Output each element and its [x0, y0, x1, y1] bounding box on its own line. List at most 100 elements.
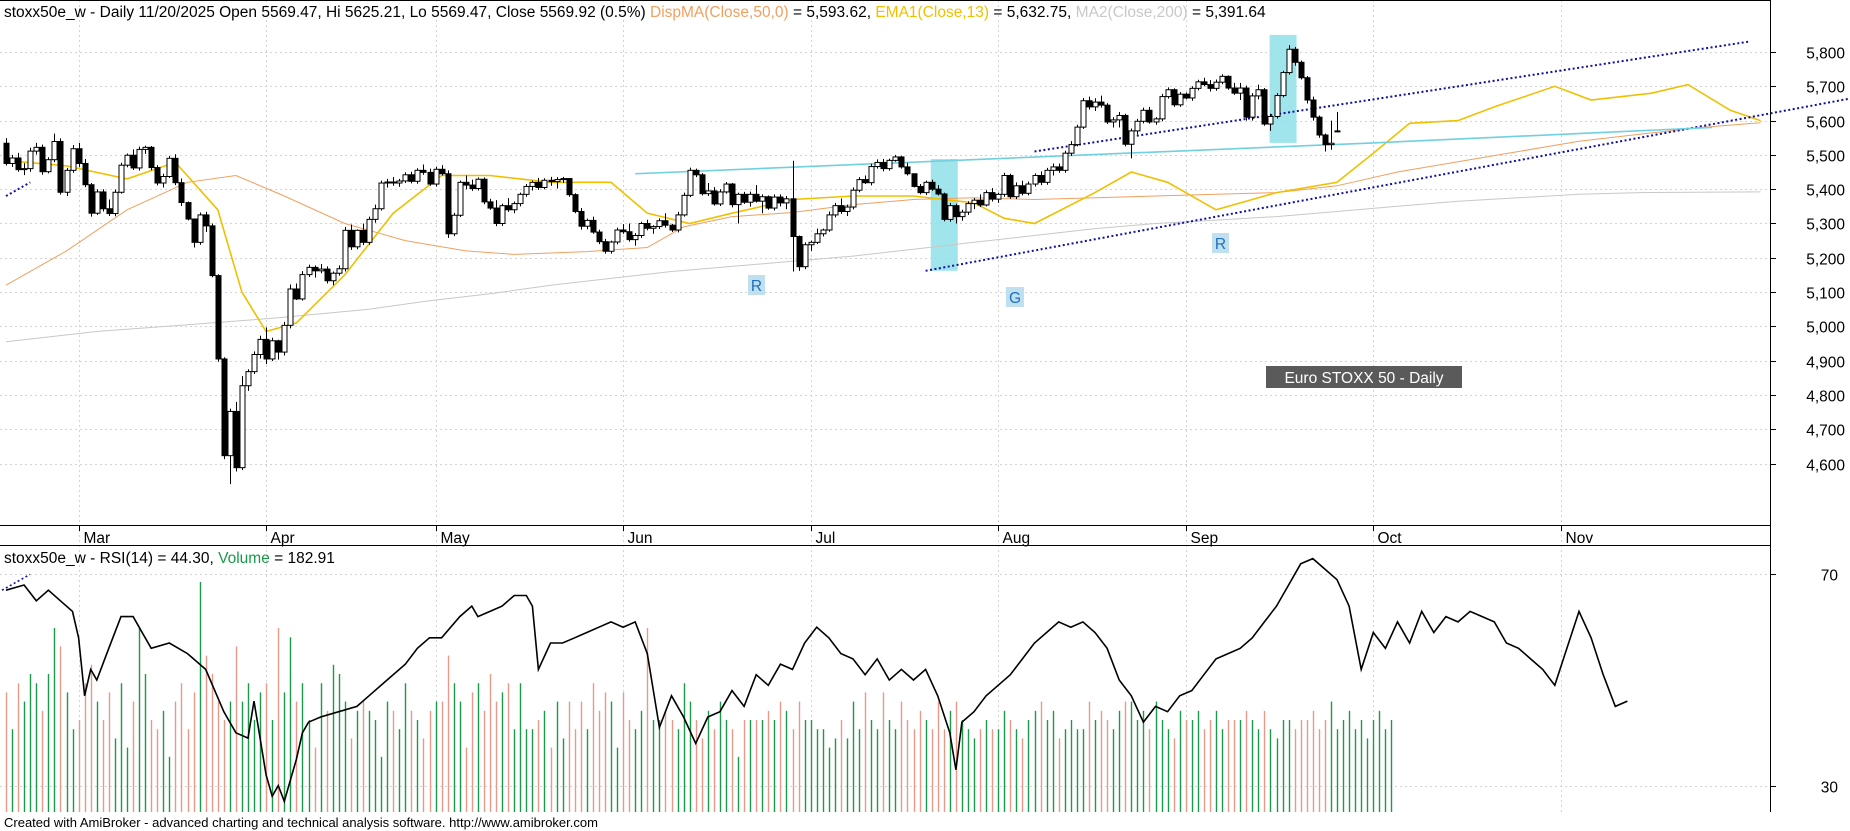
candle: [917, 184, 924, 195]
candle-up-body: [1153, 118, 1160, 123]
month-label: Jun: [628, 530, 653, 547]
candle: [868, 163, 875, 186]
candle-down-body: [88, 184, 95, 214]
candle-down-body: [1304, 77, 1311, 101]
candle: [711, 187, 718, 206]
price-axis-label: 5,100: [1806, 286, 1845, 303]
candle-down-body: [693, 169, 700, 176]
candle-down-body: [1316, 116, 1323, 136]
candle: [814, 228, 821, 245]
candle-up-body: [971, 199, 978, 205]
candle-down-body: [1007, 174, 1014, 198]
candle-up-body: [299, 274, 306, 300]
candle-down-body: [1201, 81, 1208, 86]
candle-up-body: [94, 191, 101, 214]
candle-up-body: [814, 233, 821, 243]
candle: [1316, 115, 1323, 138]
volume-legend-value: = 182.91: [274, 550, 335, 567]
candle: [675, 211, 682, 233]
candle: [1146, 106, 1153, 124]
candle: [977, 194, 984, 208]
candle: [620, 224, 627, 234]
candle-up-body: [1032, 174, 1039, 185]
price-axis-label: 4,600: [1806, 458, 1845, 475]
candle-up-body: [499, 205, 506, 224]
candle: [656, 218, 663, 229]
candle: [396, 178, 403, 187]
candle-down-body: [100, 191, 107, 210]
candle-up-body: [783, 198, 790, 204]
candle: [1134, 118, 1141, 135]
candle-down-body: [596, 231, 603, 243]
candle: [856, 177, 863, 193]
marker-g-aug-box: [1006, 287, 1024, 307]
candle-up-body: [868, 166, 875, 184]
candle-down-body: [620, 229, 627, 233]
candle-down-body: [1086, 100, 1093, 108]
candle-down-body: [463, 181, 470, 186]
candle: [263, 327, 270, 365]
candle: [1267, 113, 1274, 131]
ma200-legend-value: = 5,391.64: [1192, 4, 1266, 21]
candle: [239, 376, 246, 471]
candle-down-body: [348, 229, 355, 248]
candle-up-body: [1189, 87, 1196, 99]
marker-r-june: R: [748, 275, 765, 295]
marker-r-sep: R: [1212, 233, 1229, 253]
candle: [390, 177, 397, 186]
month-label: Jul: [816, 530, 836, 547]
candle: [735, 192, 742, 224]
ema-legend-label: EMA1(Close,13): [875, 4, 989, 21]
candle: [293, 283, 300, 300]
candle-down-body: [1310, 99, 1317, 118]
price-axis-label: 4,800: [1806, 389, 1845, 406]
candle-up-body: [342, 229, 349, 270]
price-axis: 5,800 5,700 5,600 5,500 5,400 5,300 5,200 5,100…: [1770, 46, 1845, 475]
candle: [1098, 95, 1105, 108]
candle-down-body: [1231, 87, 1238, 94]
candle: [1092, 98, 1099, 111]
candle-up-body: [1134, 120, 1141, 132]
candle: [287, 284, 294, 329]
candle: [154, 165, 161, 186]
candle-down-body: [566, 178, 573, 196]
candle-down-body: [880, 161, 887, 170]
candle: [1255, 84, 1262, 100]
candle-down-body: [76, 148, 83, 164]
candle-down-body: [917, 185, 924, 194]
candle: [499, 203, 506, 226]
candle-up-body: [166, 157, 173, 178]
candle-down-body: [535, 181, 542, 188]
chart-label-text: Euro STOXX 50 - Daily: [1284, 370, 1443, 387]
candle: [995, 192, 1002, 203]
candle: [796, 235, 803, 271]
candle: [1104, 103, 1111, 125]
candle: [723, 181, 730, 194]
trendline-resistance-2: [1373, 126, 1713, 144]
candle-up-body: [638, 222, 645, 236]
candle: [753, 185, 760, 203]
candle-down-body: [729, 183, 736, 206]
candle: [1207, 80, 1214, 92]
candle: [880, 159, 887, 172]
ma200-legend-label: MA2(Close,200): [1076, 4, 1188, 21]
candle: [318, 263, 325, 274]
candle: [1062, 150, 1069, 173]
candle: [808, 240, 815, 251]
candle: [1225, 75, 1232, 90]
candle-down-body: [941, 193, 948, 220]
candle: [590, 216, 597, 234]
candle: [1019, 180, 1026, 196]
candle: [1274, 93, 1281, 119]
candle-up-body: [687, 169, 694, 196]
candle-up-body: [947, 205, 954, 220]
candle-down-body: [57, 141, 64, 193]
candle: [608, 240, 615, 254]
candle-down-body: [1292, 48, 1299, 63]
candle-down-body: [753, 193, 760, 202]
candle: [445, 170, 452, 238]
candle: [862, 175, 869, 185]
candle-up-body: [378, 182, 385, 210]
price-axis-label: 5,500: [1806, 149, 1845, 166]
candle: [832, 202, 839, 218]
